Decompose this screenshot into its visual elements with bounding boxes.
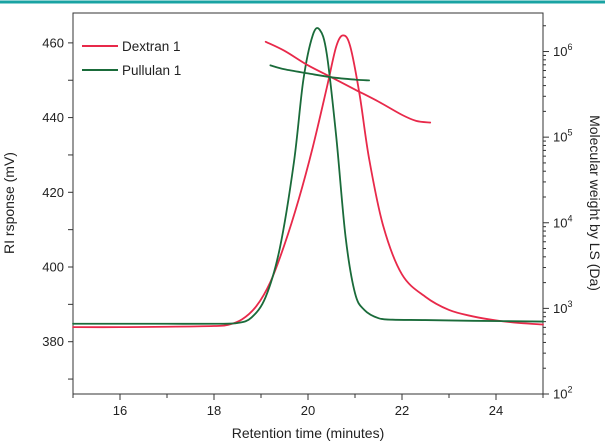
y2-tick-label: 105 bbox=[553, 128, 572, 145]
y2-axis-title: Molecular weight by LS (Da) bbox=[587, 115, 603, 291]
x-tick-label: 24 bbox=[489, 403, 503, 418]
legend: Dextran 1 Pullulan 1 bbox=[82, 39, 181, 78]
mw-line-pullulan bbox=[269, 64, 370, 82]
x-tick-label: 22 bbox=[395, 403, 409, 418]
x-tick-label: 18 bbox=[207, 403, 221, 418]
y2-tick-label: 106 bbox=[553, 42, 572, 59]
x-tick-label: 16 bbox=[113, 403, 127, 418]
x-axis: 16 18 20 22 24 bbox=[72, 394, 544, 418]
mw-line-dextran bbox=[264, 40, 432, 124]
y-tick-label: 460 bbox=[42, 35, 64, 50]
legend-label-pullulan: Pullulan 1 bbox=[122, 63, 181, 78]
y2-tick-label: 102 bbox=[553, 385, 572, 402]
x-tick-label: 20 bbox=[301, 403, 315, 418]
y-tick-label: 400 bbox=[42, 260, 64, 275]
y-axis-right: 102 103 104 105 106 bbox=[543, 25, 572, 402]
y-axis-left: 380 400 420 440 460 bbox=[42, 35, 73, 380]
y2-tick-label: 103 bbox=[553, 299, 572, 316]
x-axis-title: Retention time (minutes) bbox=[232, 425, 385, 441]
y2-tick-label: 104 bbox=[553, 213, 572, 230]
y-tick-label: 420 bbox=[42, 185, 64, 200]
legend-label-dextran: Dextran 1 bbox=[122, 39, 181, 54]
y-tick-label: 440 bbox=[42, 110, 64, 125]
series-line-dextran bbox=[72, 34, 544, 329]
series-layer bbox=[72, 27, 544, 329]
y-tick-label: 380 bbox=[42, 334, 64, 349]
series-line-pullulan bbox=[72, 27, 544, 325]
y-axis-title: RI rsponse (mV) bbox=[1, 152, 17, 254]
